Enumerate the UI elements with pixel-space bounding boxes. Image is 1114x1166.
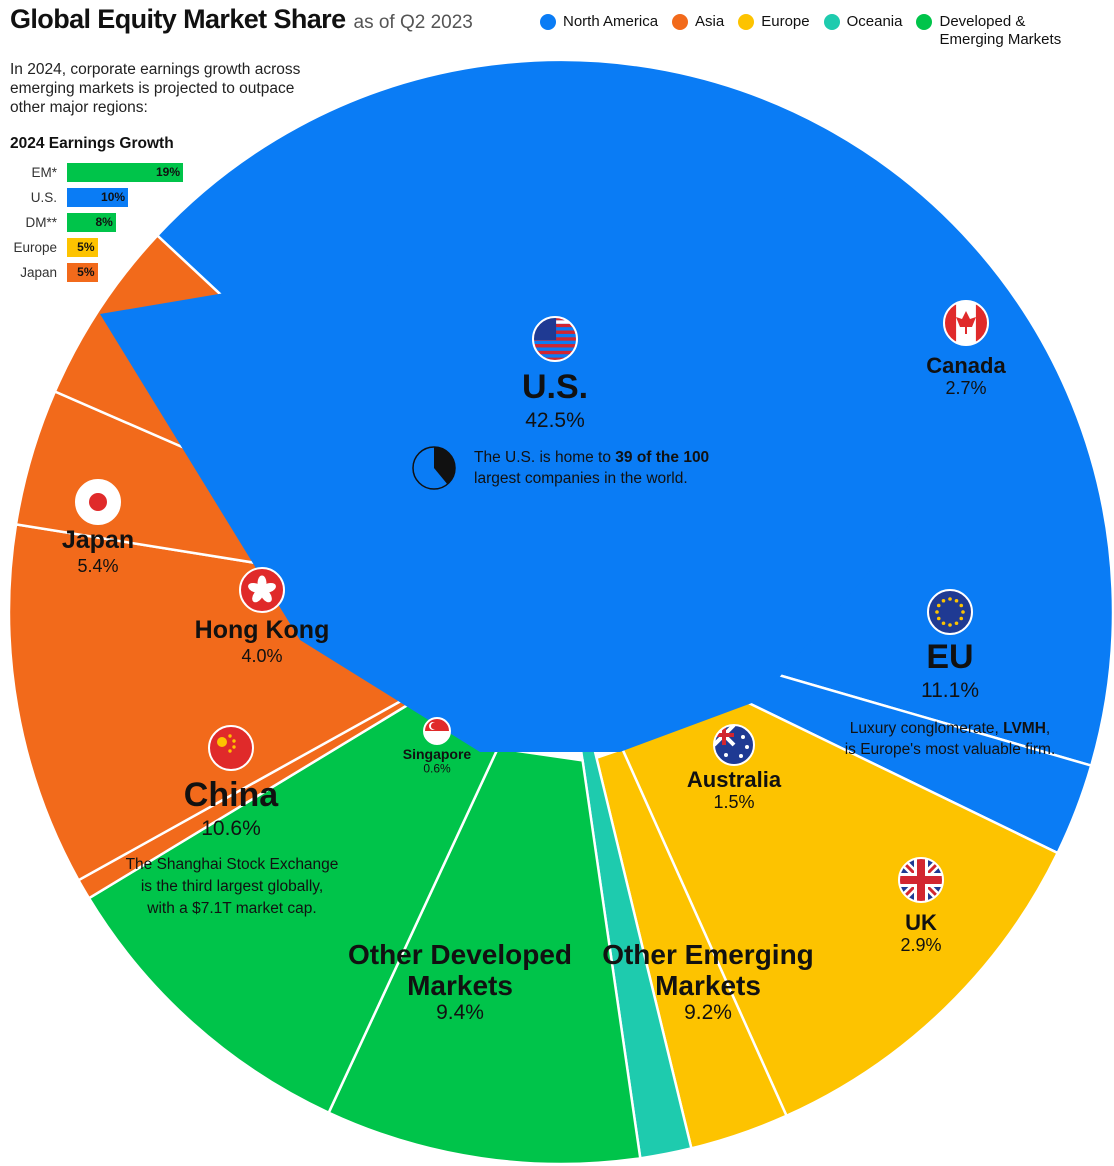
pie-slices: [7, 58, 1114, 1166]
legend-dot: [672, 14, 689, 30]
hong-kong-flag-icon: [239, 567, 285, 613]
earnings-bar-row: Japan 5%: [0, 263, 200, 283]
legend: North America Asia Europe Oceania Develo…: [540, 13, 1079, 49]
china-flag-icon: [208, 725, 254, 771]
earnings-bar-label: DM**: [25, 215, 57, 230]
slice-note-line: The U.S. is home to 39 of the 100: [474, 449, 709, 466]
earnings-bar-label: EM*: [31, 165, 57, 180]
slice-name-canada: Canada: [926, 353, 1006, 378]
slice-note-line: with a $7.1T market cap.: [146, 900, 316, 917]
earnings-bar: 10%: [67, 188, 129, 207]
legend-label: Asia: [695, 13, 725, 30]
intro-text: In 2024, corporate earnings growth acros…: [10, 61, 301, 116]
top-100-pie-icon: [412, 446, 456, 490]
legend-label: Europe: [761, 13, 810, 30]
eu-flag-icon: [927, 589, 973, 635]
slice-name-other-developed: Markets: [407, 970, 513, 1001]
legend-item-asia: Asia: [672, 13, 724, 49]
chart-header: Global Equity Market Share as of Q2 2023: [10, 4, 473, 35]
slice-uk: [594, 747, 789, 1150]
singapore-flag-icon: [423, 717, 451, 745]
legend-item-europe: Europe: [738, 13, 810, 49]
slice-name-other-developed: Other Developed: [348, 939, 572, 970]
chart-subtitle: as of Q2 2023: [353, 12, 473, 33]
earnings-bar: 8%: [67, 213, 116, 232]
us-flag-icon: [532, 316, 578, 362]
earnings-bar-value: 10%: [101, 190, 126, 204]
slice-name-australia: Australia: [687, 767, 782, 792]
slice-note-line: largest companies in the world.: [474, 470, 688, 487]
uk-flag-icon: [898, 857, 944, 903]
slice-name-other-emerging: Other Emerging: [602, 939, 814, 970]
earnings-bar-row: DM** 8%: [0, 213, 200, 233]
flag-icons: [75, 300, 989, 903]
chart-title: Global Equity Market Share: [10, 4, 346, 34]
slice-value-us: 42.5%: [525, 409, 585, 432]
slice-name-us: U.S.: [522, 368, 588, 406]
canada-flag-icon: [943, 300, 989, 346]
earnings-bar-row: Europe 5%: [0, 238, 200, 258]
slice-value-canada: 2.7%: [945, 378, 986, 398]
slice-name-hong-kong: Hong Kong: [195, 616, 330, 644]
legend-dot: [916, 14, 933, 30]
earnings-bar-value: 5%: [77, 240, 95, 254]
earnings-bar-label: U.S.: [30, 190, 57, 205]
earnings-bar-label: Japan: [20, 265, 57, 280]
slice-name-eu: EU: [926, 638, 973, 676]
slice-value-other-developed: 9.4%: [436, 1001, 484, 1024]
slice-note-line: is Europe's most valuable firm.: [845, 741, 1056, 758]
legend-label: North America: [563, 13, 659, 30]
japan-flag-icon: [75, 479, 121, 525]
slice-eu: [620, 675, 1060, 1118]
slice-value-other-emerging: 9.2%: [684, 1001, 732, 1024]
slice-value-china: 10.6%: [201, 817, 261, 840]
legend-label: Developed & Emerging Markets: [939, 13, 1062, 48]
slice-note-line: Luxury conglomerate, LVMH,: [850, 720, 1050, 737]
earnings-bar-label: Europe: [13, 240, 57, 255]
slice-us-core: [100, 180, 920, 752]
slice-note-line: The Shanghai Stock Exchange: [126, 856, 339, 873]
legend-dot: [738, 14, 755, 30]
slice-name-japan: Japan: [62, 526, 134, 554]
slice-value-uk: 2.9%: [900, 935, 941, 955]
earnings-bar-row: U.S. 10%: [0, 188, 200, 208]
slice-name-singapore: Singapore: [403, 746, 472, 762]
slice-value-eu: 11.1%: [921, 679, 979, 702]
earnings-bar-value: 19%: [155, 165, 180, 179]
earnings-bar: 5%: [67, 238, 98, 257]
legend-dot: [823, 14, 840, 30]
earnings-growth-title: 2024 Earnings Growth: [10, 135, 174, 152]
earnings-bar-row: EM* 19%: [0, 163, 200, 183]
earnings-bar: 5%: [67, 263, 98, 282]
legend-item-oceania: Oceania: [823, 13, 903, 49]
slice-value-singapore: 0.6%: [423, 761, 451, 775]
australia-flag-icon: [713, 724, 755, 766]
legend-dot: [540, 14, 556, 30]
legend-item-developed-emerging: Developed & Emerging Markets: [916, 13, 1079, 49]
slice-note-line: is the third largest globally,: [141, 878, 323, 895]
slice-name-china: China: [184, 776, 280, 814]
slice-value-hong-kong: 4.0%: [241, 646, 282, 666]
legend-label: Oceania: [846, 13, 903, 30]
earnings-bar-value: 5%: [77, 265, 95, 279]
earnings-bar-value: 8%: [95, 215, 113, 229]
slice-value-australia: 1.5%: [713, 792, 754, 812]
legend-item-north-america: North America: [540, 13, 658, 49]
slice-value-japan: 5.4%: [77, 556, 118, 576]
slice-name-other-emerging: Markets: [655, 970, 761, 1001]
earnings-bar: 19%: [67, 163, 183, 182]
slice-name-uk: UK: [905, 910, 937, 935]
